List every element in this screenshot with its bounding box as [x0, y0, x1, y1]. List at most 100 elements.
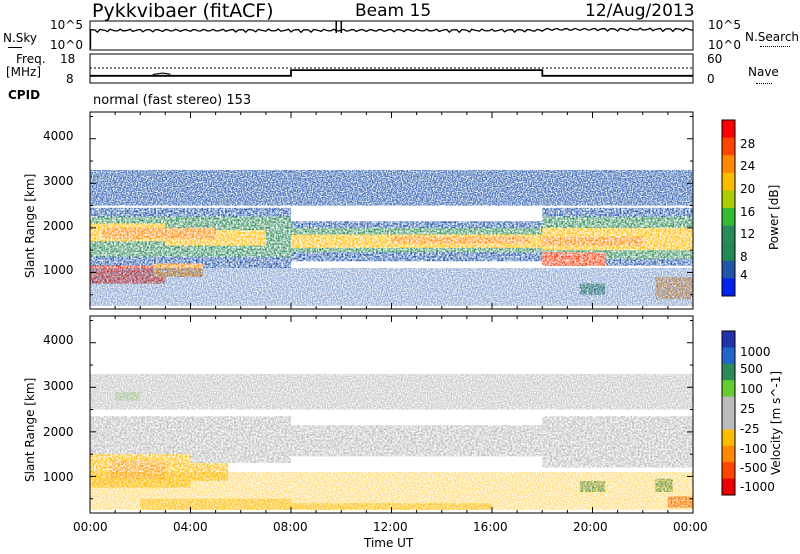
xtick-2000: 20:00 [573, 520, 608, 534]
freq-label-line1: Freq. [16, 52, 46, 66]
power-band-orange-2 [542, 236, 643, 246]
power-cb-swatch-6 [722, 225, 735, 244]
freq-left-tick-bottom: 8 [66, 72, 74, 86]
power-heatmap-scatter [90, 169, 693, 306]
vel-cb-swatch-8 [722, 462, 735, 480]
noise-panel-frame [89, 20, 694, 51]
vel-cb-swatch-0 [722, 331, 735, 348]
beam-label: Beam 15 [355, 1, 432, 21]
velocity-ylabel: Slant Range [km] [23, 377, 37, 482]
power-colorbar-label: Power [dB] [767, 184, 781, 250]
noise-sky-line [89, 21, 694, 49]
noise-left-tick-bottom: 10^0 [50, 38, 83, 52]
power-cb-tick-20: 20 [740, 182, 756, 196]
noise-right-label: N.Search [745, 30, 800, 44]
noise-right-legend-line [760, 46, 790, 47]
power-cb-swatch-9 [722, 278, 735, 297]
velocity-ytick-1000: 1000 [43, 470, 74, 484]
xtick-0000: 00:00 [73, 520, 108, 534]
noise-left-tick-top: 10^5 [50, 18, 83, 32]
power-ylabel: Slant Range [km] [23, 173, 37, 278]
power-ytick-3000: 3000 [43, 174, 74, 188]
power-ytick-2000: 2000 [43, 219, 74, 233]
noise-left-legend-line [8, 47, 22, 48]
freq-left-tick-top: 18 [60, 52, 76, 66]
vel-cb-tick-neg1000: -1000 [740, 480, 775, 494]
velocity-ytick-3000: 3000 [43, 379, 74, 393]
power-cb-tick-24: 24 [740, 159, 756, 173]
freq-line [90, 69, 693, 77]
velocity-colorbar [721, 330, 736, 496]
xlabel: Time UT [364, 536, 414, 550]
power-ytick-1000: 1000 [43, 263, 74, 277]
xtick-0400: 04:00 [173, 520, 208, 534]
power-far-scatter-0 [90, 169, 693, 206]
power-colorbar [721, 119, 736, 297]
axes-ticks [89, 112, 694, 513]
velocity-ytick-4000: 4000 [43, 333, 74, 347]
cpid-label: CPID [8, 88, 41, 102]
noise-left-label: N.Sky [3, 31, 38, 45]
power-cb-swatch-7 [722, 243, 735, 262]
nave-label: Nave [748, 65, 779, 79]
power-evening-red-0 [542, 252, 606, 266]
power-heatmap [90, 207, 693, 300]
noise-sky-trace [90, 27, 694, 34]
vel-lower-scatter-0 [90, 471, 693, 510]
vel-grey-band-2 [542, 416, 693, 468]
xtick-2400: 00:00 [673, 520, 708, 534]
power-cb-swatch-1 [722, 137, 735, 156]
power-ytick-4000: 4000 [43, 129, 74, 143]
vel-far-scatter-0 [90, 373, 693, 410]
power-cb-swatch-4 [722, 190, 735, 209]
vel-cb-swatch-1 [722, 347, 735, 365]
vel-cb-tick-neg500: -500 [740, 461, 768, 475]
vel-cb-swatch-7 [722, 445, 735, 463]
date-label: 12/Aug/2013 [585, 1, 695, 21]
xtick-1600: 16:00 [473, 520, 508, 534]
vel-cb-swatch-5 [722, 413, 735, 430]
vel-cb-frame [721, 330, 736, 496]
power-cb-swatch-8 [722, 260, 735, 279]
freq-wiggle [152, 72, 171, 76]
vel-cb-tick-neg25: -25 [740, 422, 760, 436]
vel-cb-tick-500: 500 [740, 362, 763, 376]
power-cb-swatch-2 [722, 155, 735, 174]
vel-grey-band-1 [291, 425, 543, 457]
nave-legend-line [756, 83, 772, 84]
velocity-heatmap-scatter [90, 373, 693, 510]
vel-cb-swatch-2 [722, 363, 735, 381]
power-cb-frame [721, 119, 736, 297]
power-cb-tick-28: 28 [740, 137, 756, 151]
power-cb-swatch-0 [722, 120, 735, 139]
vel-cb-tick-neg100: -100 [740, 442, 768, 456]
vel-cb-swatch-6 [722, 429, 735, 447]
radar-title: Pykkvibaer (fitACF) [92, 0, 274, 22]
velocity-ytick-2000: 2000 [43, 425, 74, 439]
freq-label-line2: [MHz] [6, 65, 42, 79]
power-band-orange-1 [391, 236, 530, 244]
nave-right-tick-top: 60 [707, 52, 723, 66]
vel-cb-swatch-3 [722, 380, 735, 398]
vel-cb-tick-25: 25 [740, 402, 756, 416]
velocity-colorbar-label: Velocity [m s^-1] [769, 370, 783, 475]
power-cb-swatch-3 [722, 172, 735, 191]
noise-right-tick-top: 10^5 [708, 18, 741, 32]
vel-cb-tick-1000: 1000 [740, 345, 771, 359]
power-cb-tick-4: 4 [740, 268, 748, 282]
freq-trace [90, 69, 693, 77]
power-cb-tick-16: 16 [740, 205, 756, 219]
power-cb-swatch-5 [722, 208, 735, 227]
vel-cb-swatch-9 [722, 478, 735, 496]
xtick-1200: 12:00 [373, 520, 408, 534]
xtick-0800: 08:00 [273, 520, 308, 534]
power-cb-tick-12: 12 [740, 227, 756, 241]
power-cb-tick-8: 8 [740, 250, 748, 264]
vel-cb-swatch-4 [722, 396, 735, 414]
vel-cb-tick-100: 100 [740, 382, 763, 396]
power-lower-scatter-0 [90, 267, 693, 306]
noise-right-tick-bottom: 10^0 [708, 38, 741, 52]
power-band-orange-0 [102, 227, 216, 240]
cpid-mode-text: normal (fast stereo) 153 [93, 93, 252, 108]
